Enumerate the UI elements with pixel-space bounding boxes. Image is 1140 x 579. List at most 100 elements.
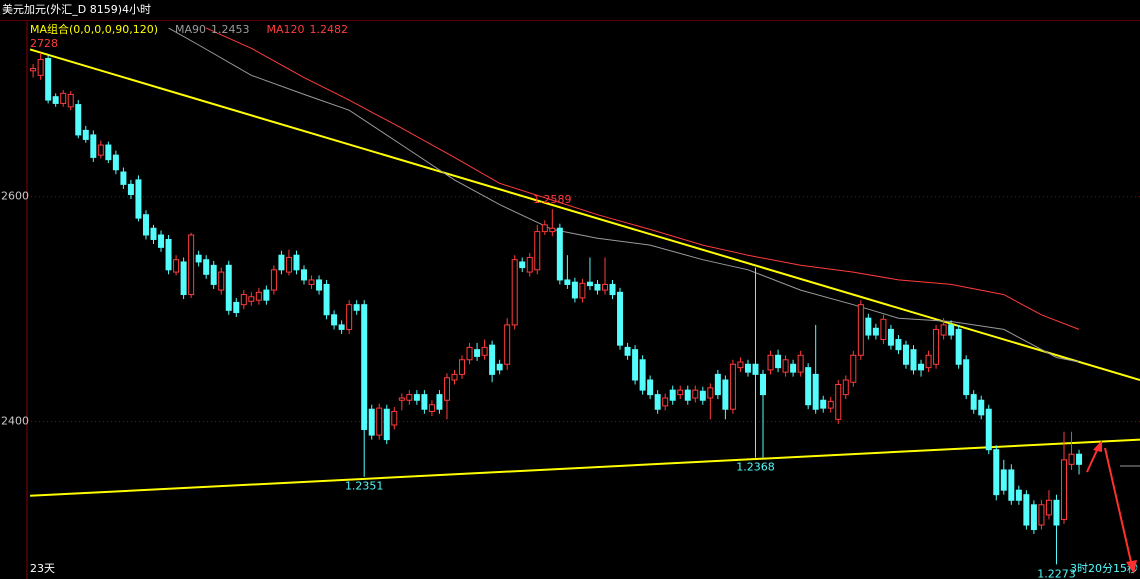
candle-body	[812, 373, 819, 410]
candle-body	[692, 389, 699, 399]
candle-body	[45, 57, 52, 101]
candle-body	[413, 394, 420, 401]
candle-body	[790, 363, 797, 373]
candle-body	[316, 279, 323, 291]
trendline	[30, 438, 1140, 497]
candle-body	[887, 328, 894, 346]
candle-body	[165, 238, 172, 271]
candle-body	[323, 283, 330, 316]
candle-body	[376, 407, 383, 436]
candle-body	[361, 304, 368, 430]
candle-body	[609, 283, 616, 296]
candle-body	[993, 449, 1000, 496]
candle-body	[436, 394, 443, 410]
candle-body	[112, 154, 119, 171]
candle-body	[925, 354, 932, 369]
grid-layer	[27, 196, 1140, 423]
candle-body	[933, 328, 940, 365]
candle-body	[752, 363, 759, 375]
candle-body	[1030, 504, 1037, 531]
candle-body	[963, 359, 970, 396]
candle-body	[474, 349, 481, 357]
annotation: 1.2589	[533, 193, 572, 206]
candle-body	[647, 379, 654, 396]
candle-body	[842, 379, 849, 396]
candle-body	[940, 324, 947, 336]
candle-body	[775, 354, 782, 369]
candle-body	[902, 344, 909, 365]
candle-body	[459, 359, 466, 375]
candle-body	[978, 399, 985, 416]
countdown-label: 3时20分15秒	[1070, 561, 1138, 575]
candle-body	[511, 259, 518, 326]
high-label: 2728	[30, 37, 58, 50]
candle-body	[714, 373, 721, 396]
candle-body	[82, 129, 89, 140]
candle-layer	[30, 52, 1083, 565]
candle-body	[601, 283, 608, 291]
candle-body	[278, 254, 285, 271]
arrowhead	[1126, 560, 1137, 574]
candle-body	[398, 397, 405, 401]
candle-body	[1076, 453, 1083, 465]
y-tick-label: 2600	[1, 190, 29, 203]
candle-body	[406, 394, 413, 401]
candle-body	[338, 324, 345, 330]
candle-body	[729, 363, 736, 410]
candle-body	[744, 363, 751, 373]
candle-body	[767, 354, 774, 371]
candle-body	[1038, 504, 1045, 526]
candle-body	[195, 254, 202, 263]
candle-body	[564, 279, 571, 285]
candle-body	[451, 373, 458, 381]
candle-body	[632, 349, 639, 381]
candle-body	[549, 227, 556, 233]
period-label: 23天	[30, 562, 55, 575]
candle-body	[760, 373, 767, 396]
candle-body	[443, 377, 450, 401]
candle-body	[1053, 499, 1060, 526]
candle-body	[865, 317, 872, 336]
candle-body	[368, 408, 375, 436]
candle-body	[308, 279, 315, 285]
candle-body	[541, 224, 548, 233]
candle-body	[263, 289, 270, 301]
legend-name: MA90	[175, 23, 206, 36]
legend-name: MA120	[267, 23, 305, 36]
candle-body	[684, 389, 691, 401]
indicator-label: MA组合(0,0,0,0,90,120)	[30, 22, 158, 36]
candle-body	[948, 324, 955, 336]
candle-body	[639, 359, 646, 391]
candle-body	[1061, 459, 1067, 520]
candle-body	[737, 361, 744, 369]
candle-body	[37, 59, 44, 76]
annotation: 1.2273	[1037, 567, 1076, 579]
candle-body	[105, 144, 112, 161]
candle-body	[240, 294, 247, 306]
candle-body	[52, 96, 59, 104]
candle-body	[188, 234, 195, 296]
candle-body	[383, 408, 390, 441]
candle-body	[496, 363, 503, 371]
candle-body	[918, 363, 925, 371]
candle-body	[158, 234, 165, 248]
candle-body	[579, 282, 586, 299]
candle-body	[707, 387, 714, 399]
candle-body	[60, 92, 67, 104]
candle-body	[970, 394, 977, 410]
candle-body	[346, 304, 353, 330]
legend-value: 1.2482	[310, 23, 349, 36]
trendline	[29, 48, 1140, 381]
candle-body	[248, 296, 255, 302]
candle-body	[173, 259, 180, 273]
candle-body	[1008, 469, 1015, 501]
candle-body	[571, 281, 578, 299]
y-tick-label: 2400	[1, 415, 29, 428]
candle-body	[617, 291, 624, 346]
candle-body	[466, 346, 473, 361]
candle-body	[669, 389, 676, 401]
candle-body	[225, 264, 232, 311]
candle-body	[218, 271, 225, 291]
